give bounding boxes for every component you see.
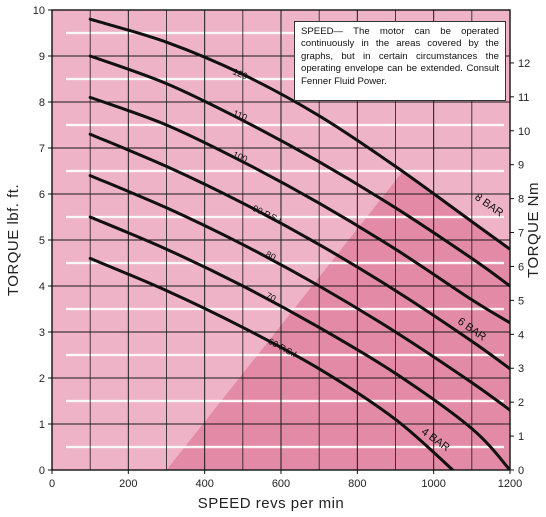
y-right-tick-label: 5 [518,295,524,307]
x-tick-label: 1200 [498,478,522,490]
series-line-120 [88,17,510,251]
y-right-tick-label: 10 [518,126,530,138]
grid-band [66,261,504,265]
y-right-tick-label: 3 [518,363,524,375]
x-tick-label: 1000 [421,478,445,490]
y-right-tick-label: 8 [518,194,524,206]
plot-area [52,10,510,470]
x-tick-label: 0 [49,478,55,490]
region-8-bar [166,171,510,470]
curve-label: 70 [264,290,277,303]
grid-band [66,445,504,449]
y-tick-label: 8 [39,97,45,109]
y-tick-label: 3 [39,327,45,339]
series-line-90-p-s-i [88,132,510,371]
x-tick-label: 200 [119,478,137,490]
y-axis-title: TORQUE lbf. ft. [5,184,22,296]
series-line-110 [88,54,510,288]
y-right-tick-label: 7 [518,228,524,240]
x-tick-label: 800 [348,478,366,490]
x-axis-title: SPEED revs per min [198,495,345,512]
series-line-60-p-s-i [88,256,455,470]
y-tick-label: 9 [39,51,45,63]
y-tick-label: 4 [39,281,45,293]
y-right-tick-label: 1 [518,431,524,443]
y-right-axis-title: TORQUE Nm [525,182,542,278]
grid-band [66,399,504,403]
y-tick-label: 7 [39,143,45,155]
x-tick-label: 400 [195,478,213,490]
y-tick-label: 1 [39,419,45,431]
y-right-tick-label: 12 [518,58,530,70]
y-right-tick-label: 0 [518,465,524,477]
y-tick-label: 10 [33,5,45,17]
y-right-tick-label: 2 [518,397,524,409]
grid-band [66,31,504,35]
speed-note: SPEED— The motor can be operated continu… [294,21,506,101]
grid-band [66,169,504,173]
grid-band [66,215,504,219]
grid-band [66,353,504,357]
grid-band [66,77,504,81]
series-line-80 [88,174,510,412]
y-tick-label: 2 [39,373,45,385]
y-right-tick-label: 9 [518,160,524,172]
curve-label: 80 [264,249,277,262]
x-tick-label: 600 [272,478,290,490]
y-tick-label: 5 [39,235,45,247]
curve-label: 110 [232,108,249,123]
y-right-tick-label: 6 [518,261,524,273]
y-right-tick-label: 4 [518,329,524,341]
y-tick-label: 0 [39,465,45,477]
series-line-70 [88,215,510,470]
y-tick-label: 6 [39,189,45,201]
grid-band [66,123,504,127]
series-line-100 [88,95,510,325]
y-right-tick-label: 11 [518,92,529,104]
